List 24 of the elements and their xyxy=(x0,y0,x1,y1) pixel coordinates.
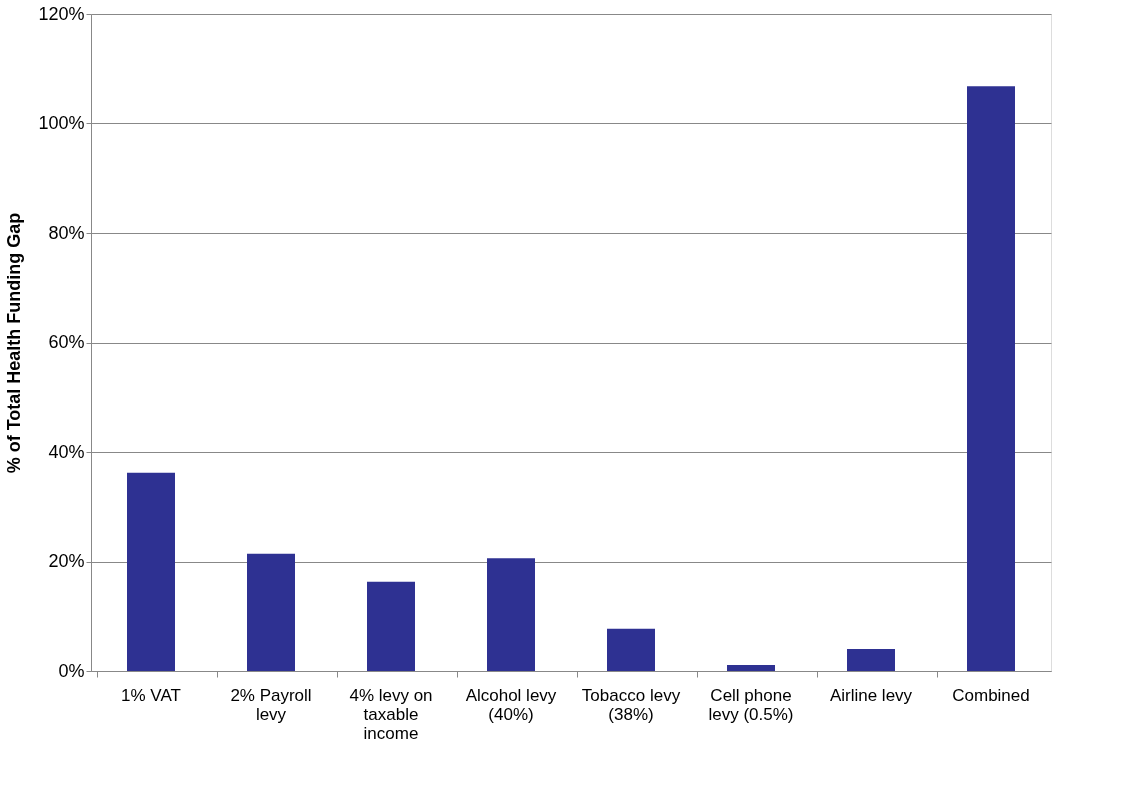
x-tick-label: Cell phone levy (0.5%) xyxy=(708,685,794,724)
y-tick-label: 0% xyxy=(58,660,85,681)
y-axis-title: % of Total Health Funding Gap xyxy=(4,212,25,474)
bar xyxy=(247,553,295,671)
x-tick-label: 1% VAT xyxy=(121,685,181,705)
bar xyxy=(967,86,1015,671)
bar xyxy=(127,472,175,671)
x-tick-label: Alcohol levy (40%) xyxy=(465,685,557,724)
y-tick-label: 40% xyxy=(48,441,85,462)
y-tick-label: 60% xyxy=(48,332,85,352)
bar xyxy=(367,581,415,671)
bar xyxy=(727,664,775,671)
x-tick-label: Tobacco levy (38%) xyxy=(581,685,681,724)
bar xyxy=(607,628,655,671)
y-tick-label: 120% xyxy=(38,3,85,24)
x-tick-label: Combined xyxy=(952,685,1030,705)
x-tick-label: 4% levy on taxable income xyxy=(349,685,433,743)
y-tick-label: 100% xyxy=(38,113,85,133)
y-tick-label: 80% xyxy=(48,222,85,243)
y-tick-label: 20% xyxy=(48,551,85,571)
x-tick-label: 2% Payroll levy xyxy=(230,685,312,724)
bar xyxy=(847,649,895,671)
bar xyxy=(487,558,535,671)
x-tick-label: Airline levy xyxy=(829,685,913,705)
